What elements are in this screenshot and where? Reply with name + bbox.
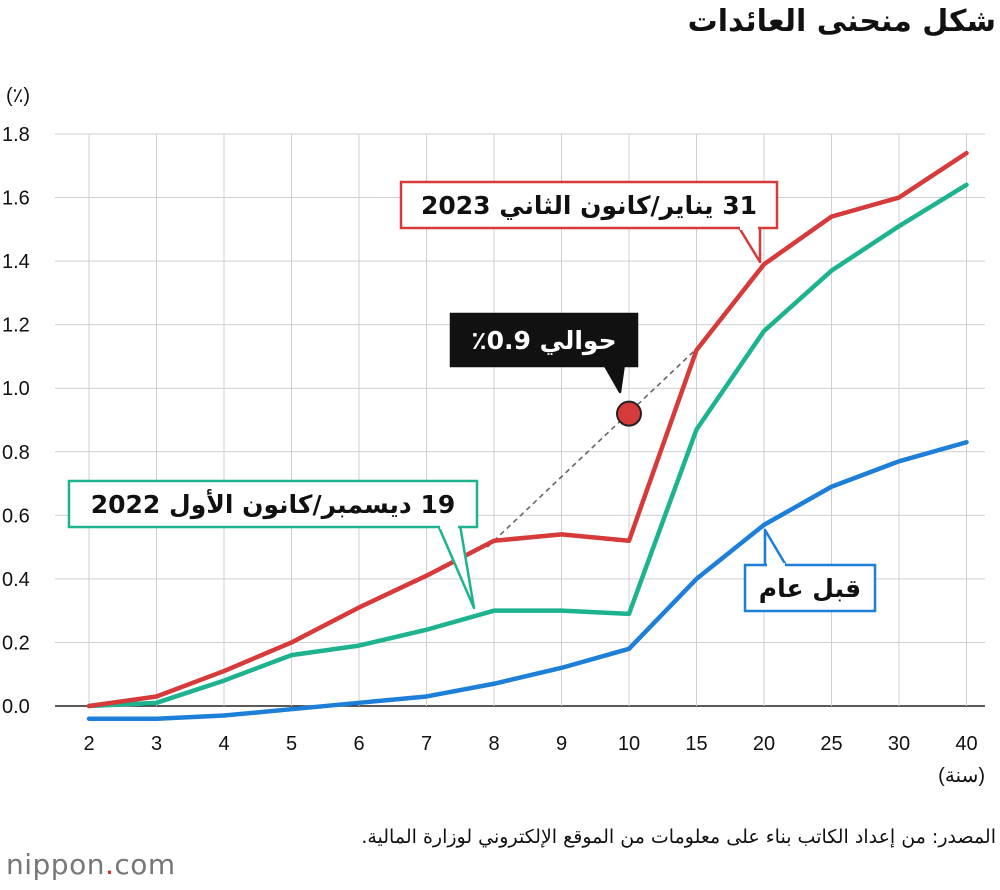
logo-text: nippon (6, 848, 105, 881)
chart-title: شكل منحنى العائدات (687, 4, 996, 39)
y-tick-label: 0.2 (2, 632, 30, 654)
callout-layer: 31 يناير/كانون الثاني 2023 19 ديسمبر/كانو… (67, 180, 877, 613)
logo-dot: . (104, 848, 115, 881)
grid-layer (55, 133, 985, 707)
dashed-guide-line (486, 349, 696, 548)
x-tick-label: 5 (286, 733, 297, 755)
annotation-callout: حوالي 0.9٪ (449, 312, 639, 394)
x-axis-label: (سنة) (938, 765, 985, 787)
y-tick-label: 0.0 (2, 696, 30, 718)
annotation-callout-box (449, 312, 639, 368)
annotation-callout-label: حوالي 0.9٪ (471, 326, 616, 356)
x-tick-label: 9 (556, 733, 567, 755)
series-label-2-pointer (763, 528, 789, 569)
annotation-marker (616, 400, 642, 427)
x-tick-label: 20 (753, 733, 775, 755)
y-tick-label: 0.4 (2, 569, 30, 591)
x-tick-label: 10 (618, 733, 640, 755)
series-label-1-label: 19 ديسمبر/كانون الأول 2022 (91, 489, 456, 520)
axis-layer: 0.0 0.2 0.4 0.6 0.8 1.0 1.2 1.4 1.6 1.8 2 3 4 5 6 7 8 9 10… (2, 85, 985, 787)
x-tick-label: 30 (888, 733, 910, 755)
series-label-2-label: قبل عام (759, 574, 861, 603)
nippon-logo: nippon.com (6, 848, 176, 881)
series-line-1 (86, 182, 969, 709)
y-axis-label: (٪) (6, 85, 30, 107)
x-tick-label: 15 (685, 733, 707, 755)
x-tick-label: 3 (151, 733, 162, 755)
series-label-1-box (67, 479, 479, 529)
x-tick-label: 4 (218, 733, 229, 755)
source-note: المصدر: من إعداد الكاتب بناء على معلومات… (361, 826, 996, 848)
series-line-0 (86, 150, 969, 709)
y-tick-label: 0.8 (2, 442, 30, 464)
y-tick-label: 0.6 (2, 505, 30, 527)
x-tick-label: 25 (820, 733, 842, 755)
series-label-0: 31 يناير/كانون الثاني 2023 (399, 180, 779, 264)
series-layer (86, 150, 969, 721)
y-tick-label: 1.2 (2, 315, 30, 337)
series-label-2-box (743, 563, 877, 613)
x-tick-label: 6 (353, 733, 364, 755)
x-tick-label: 40 (955, 733, 977, 755)
series-label-0-pointer (736, 224, 762, 264)
series-label-0-label: 31 يناير/كانون الثاني 2023 (421, 191, 757, 221)
series-label-2: قبل عام (743, 528, 877, 613)
y-tick-label: 1.4 (2, 251, 30, 273)
series-line-2 (86, 439, 969, 721)
series-label-1: 19 ديسمبر/كانون الأول 2022 (67, 479, 479, 610)
logo-suffix: com (114, 848, 176, 881)
x-tick-label: 8 (488, 733, 499, 755)
y-tick-label: 1.8 (2, 124, 30, 146)
y-tick-label: 1.6 (2, 188, 30, 210)
x-tick-label: 7 (421, 733, 432, 755)
series-label-0-box (399, 180, 779, 230)
x-tick-label: 2 (83, 733, 94, 755)
y-tick-label: 1.0 (2, 378, 30, 400)
